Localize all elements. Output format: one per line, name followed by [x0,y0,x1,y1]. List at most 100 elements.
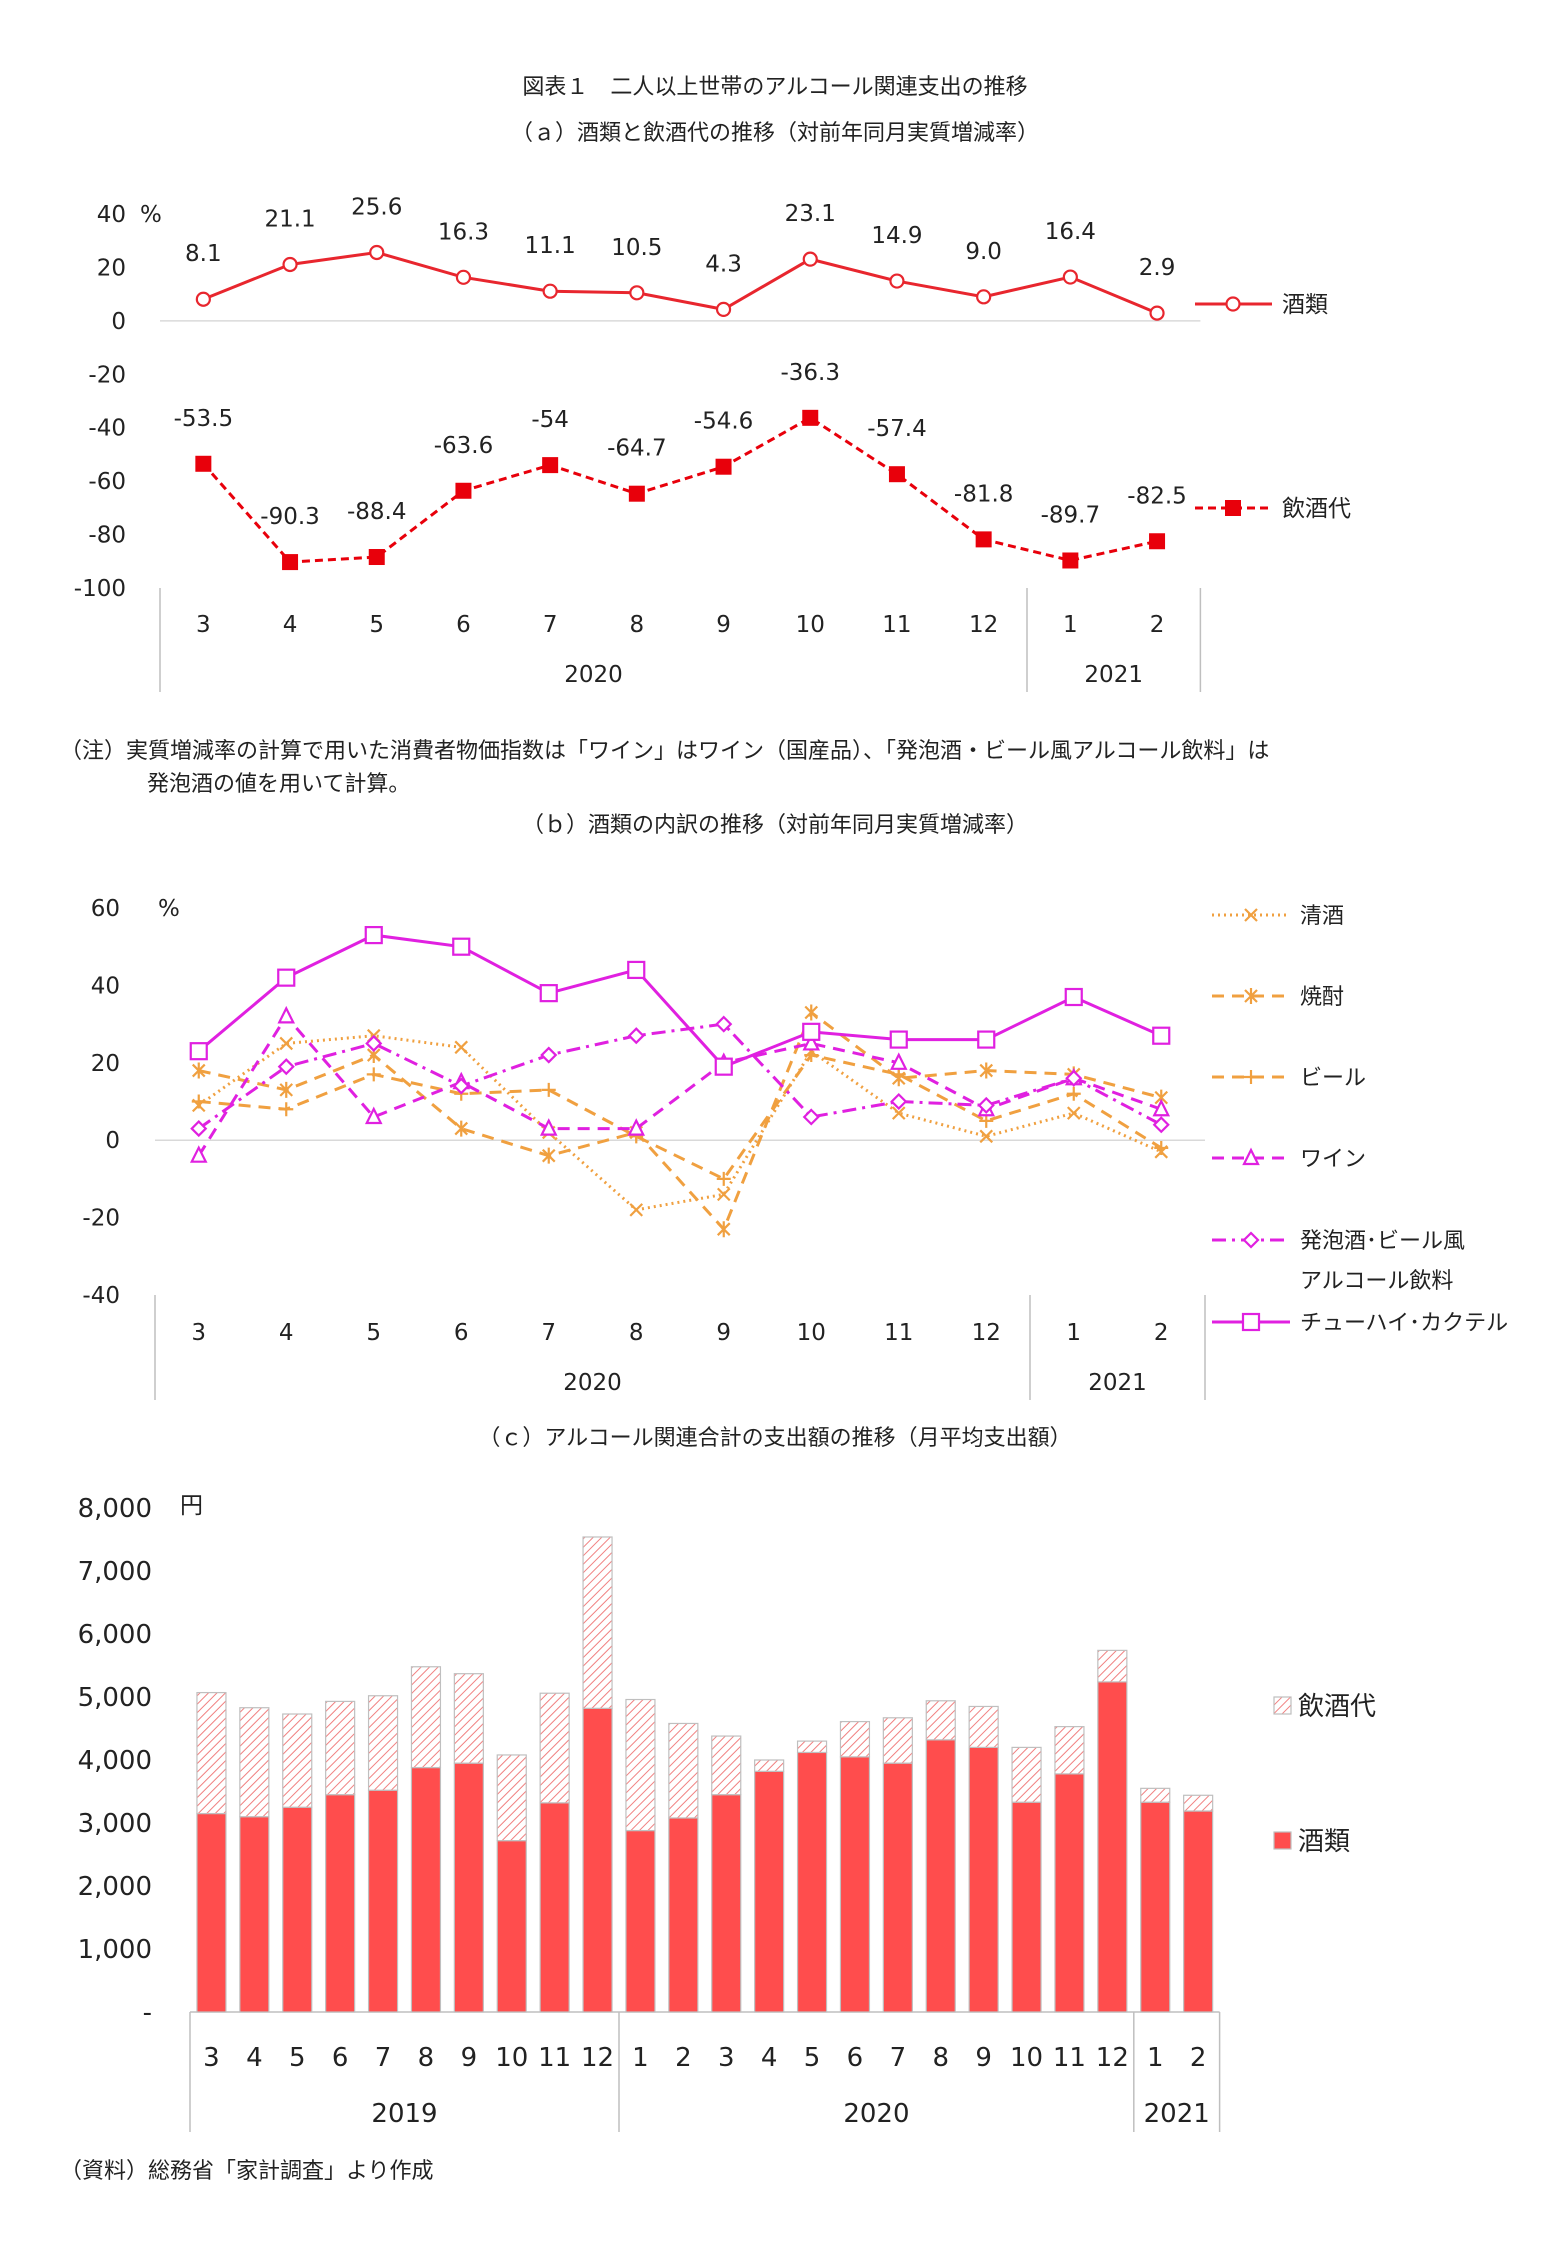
data-label: 14.9 [871,223,922,249]
data-label: 11.1 [525,233,576,259]
x-tick-label: 11 [882,612,911,638]
data-label: 16.3 [438,219,489,245]
y-tick-label: 0 [111,309,126,335]
legend-swatch [1273,1831,1292,1850]
series-line [197,1013,1162,1157]
bar-sake [582,1707,613,2013]
data-point [1062,269,1078,285]
x-group-label: 2021 [1088,1370,1147,1396]
data-point [1152,1116,1170,1134]
x-tick-label: 2 [1150,612,1165,638]
data-label: 25.6 [351,194,402,220]
series-line [198,1010,1162,1232]
data-point [452,937,471,956]
x-tick-label: 4 [246,2043,263,2073]
data-point [889,1030,908,1049]
y-tick-label: -80 [88,523,126,549]
y-tick-label: -20 [88,362,126,388]
y-tick-label: 1,000 [78,1935,152,1965]
data-point [804,1004,819,1021]
legend-marker [1225,500,1241,516]
data-point [539,1118,558,1136]
x-tick-label: 2 [1154,1320,1169,1346]
data-point [1152,1026,1171,1045]
data-label: 8.1 [185,241,222,267]
bar-drinking [410,1666,442,1769]
x-tick-label: 5 [369,612,384,638]
x-tick-label: 6 [454,1320,469,1346]
x-tick-label: 6 [847,2043,864,2073]
data-label: -90.3 [260,504,320,530]
legend-label: 発泡酒･ビール風 [1300,1229,1465,1254]
data-point [802,1108,820,1126]
x-tick-label: 7 [541,1320,556,1346]
bar-sake [1140,1801,1171,2013]
bar-sake [1054,1773,1085,2013]
data-point [191,1094,206,1109]
data-point [1062,552,1079,569]
bar-sake [1011,1801,1042,2013]
data-point [628,485,645,502]
note-line-2: 発泡酒の値を用いて計算。 [147,772,410,797]
data-point [542,457,559,474]
data-point [627,960,646,980]
legend-marker [1225,296,1241,312]
data-label: -89.7 [1041,502,1101,528]
y-tick-label: 0 [105,1128,120,1154]
data-point [715,458,732,475]
bar-sake [325,1794,356,2013]
y-tick-label: 20 [97,255,126,281]
data-point [889,273,905,289]
data-label: 9.0 [965,239,1002,265]
data-label: -53.5 [174,406,234,432]
x-tick-label: 10 [1010,2043,1043,2073]
data-point [277,968,296,987]
data-point [369,244,385,261]
x-group-label: 2020 [563,1370,622,1396]
data-point [629,285,645,301]
x-tick-label: 5 [289,2043,306,2073]
data-point [541,1147,556,1164]
data-point [542,283,558,299]
bar-drinking [282,1713,313,1808]
data-point [364,1106,383,1125]
x-tick-label: 1 [1066,1320,1081,1346]
series-line-sake [202,250,1158,315]
bar-sake [539,1802,570,2013]
data-point [1152,1098,1171,1117]
legend-label: 清酒 [1300,904,1344,929]
data-point [190,1120,208,1138]
bar-sake [1183,1810,1214,2013]
y-tick-label: 2,000 [78,1872,152,1902]
y-tick-label: 7,000 [78,1557,152,1587]
y-tick-label: 40 [97,202,126,228]
x-tick-label: 4 [283,612,298,638]
bar-drinking [496,1754,527,1842]
y-tick-label: 60 [91,896,120,922]
data-point [366,1067,381,1082]
data-label: 2.9 [1139,255,1176,281]
data-point [365,1034,383,1053]
data-label: 23.1 [785,201,836,227]
bar-sake [625,1829,656,2013]
data-point [629,1203,644,1217]
series-line [197,1022,1162,1130]
bar-sake [882,1762,913,2013]
series-line [198,1053,1163,1181]
chart-a-title: （ａ）酒類と飲酒代の推移（対前年同月実質増減率） [511,121,1039,146]
data-point [716,1221,731,1238]
data-point [454,1120,469,1137]
series-line [197,933,1162,1069]
x-tick-label: 12 [581,2043,614,2073]
bar-drinking [539,1692,570,1804]
data-point [802,1022,821,1041]
bar-sake [282,1806,313,2013]
legend-marker [1244,908,1258,922]
bar-drinking [453,1673,484,1764]
y-tick-label: 6,000 [78,1620,152,1650]
x-tick-label: 8 [630,612,645,638]
x-tick-label: 5 [366,1320,381,1346]
y-tick-label: 20 [91,1051,120,1077]
data-point [282,256,298,273]
data-point [455,269,472,285]
